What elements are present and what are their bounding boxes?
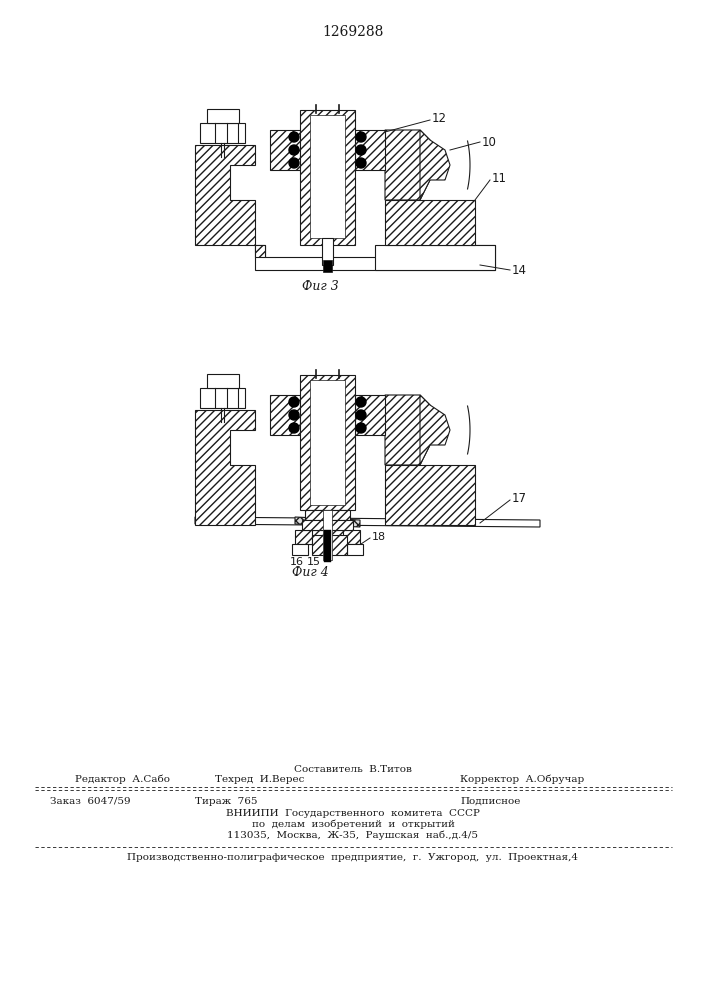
- Polygon shape: [420, 130, 450, 200]
- Circle shape: [289, 423, 299, 433]
- Polygon shape: [385, 465, 475, 525]
- Text: Редактор  А.Сабо: Редактор А.Сабо: [75, 774, 170, 784]
- Circle shape: [289, 397, 299, 407]
- Polygon shape: [207, 374, 239, 388]
- Polygon shape: [308, 530, 347, 544]
- Polygon shape: [343, 530, 360, 544]
- Polygon shape: [255, 245, 495, 270]
- Text: ВНИИПИ  Государственного  комитета  СССР: ВНИИПИ Государственного комитета СССР: [226, 808, 480, 818]
- Text: Техред  И.Верес: Техред И.Верес: [215, 774, 305, 784]
- Text: 16: 16: [290, 557, 304, 567]
- Text: Корректор  А.Обручар: Корректор А.Обручар: [460, 774, 584, 784]
- Text: Производственно-полиграфическое  предприятие,  г.  Ужгород,  ул.  Проектная,4: Производственно-полиграфическое предприя…: [127, 854, 578, 862]
- Text: 18: 18: [372, 532, 386, 542]
- Text: 17: 17: [512, 492, 527, 506]
- Polygon shape: [200, 123, 245, 143]
- Circle shape: [356, 145, 366, 155]
- Polygon shape: [324, 530, 331, 562]
- Polygon shape: [270, 395, 300, 435]
- Polygon shape: [312, 535, 347, 555]
- Polygon shape: [347, 544, 363, 555]
- Text: 14: 14: [512, 264, 527, 277]
- Polygon shape: [300, 110, 355, 245]
- Polygon shape: [195, 517, 540, 527]
- Text: 10: 10: [482, 135, 497, 148]
- Polygon shape: [207, 109, 239, 123]
- Circle shape: [289, 132, 299, 142]
- Polygon shape: [195, 145, 255, 245]
- Circle shape: [356, 423, 366, 433]
- Text: по  делам  изобретений  и  открытий: по делам изобретений и открытий: [252, 819, 455, 829]
- Text: Фиг 4: Фиг 4: [291, 566, 328, 578]
- Polygon shape: [323, 510, 332, 560]
- Polygon shape: [323, 260, 332, 272]
- Polygon shape: [200, 388, 245, 408]
- Polygon shape: [255, 245, 265, 257]
- Circle shape: [289, 145, 299, 155]
- Polygon shape: [385, 200, 475, 245]
- Text: Фиг 3: Фиг 3: [302, 279, 339, 292]
- Circle shape: [289, 158, 299, 168]
- Text: Составитель  В.Титов: Составитель В.Титов: [294, 764, 412, 774]
- Circle shape: [356, 132, 366, 142]
- Polygon shape: [375, 245, 495, 270]
- Polygon shape: [270, 130, 300, 170]
- Text: Подписное: Подписное: [460, 796, 520, 806]
- Text: 1269288: 1269288: [322, 25, 384, 39]
- Polygon shape: [322, 238, 333, 265]
- Polygon shape: [385, 130, 430, 200]
- Polygon shape: [420, 395, 450, 465]
- Polygon shape: [355, 395, 385, 435]
- Polygon shape: [292, 544, 308, 555]
- Polygon shape: [302, 520, 353, 530]
- Polygon shape: [310, 380, 345, 505]
- Polygon shape: [300, 375, 355, 510]
- Circle shape: [356, 410, 366, 420]
- Text: Заказ  6047/59: Заказ 6047/59: [50, 796, 131, 806]
- Text: 113035,  Москва,  Ж-35,  Раушская  наб.,д.4/5: 113035, Москва, Ж-35, Раушская наб.,д.4/…: [228, 830, 479, 840]
- Polygon shape: [355, 130, 385, 170]
- Polygon shape: [310, 115, 345, 238]
- Text: 12: 12: [432, 112, 447, 125]
- Text: 11: 11: [492, 172, 507, 186]
- Text: 15: 15: [307, 557, 321, 567]
- Circle shape: [356, 158, 366, 168]
- Circle shape: [289, 410, 299, 420]
- Polygon shape: [295, 530, 312, 544]
- Polygon shape: [195, 410, 255, 525]
- Polygon shape: [385, 395, 430, 465]
- Polygon shape: [295, 517, 360, 527]
- Circle shape: [356, 397, 366, 407]
- Text: Тираж  765: Тираж 765: [195, 796, 257, 806]
- Polygon shape: [305, 510, 350, 520]
